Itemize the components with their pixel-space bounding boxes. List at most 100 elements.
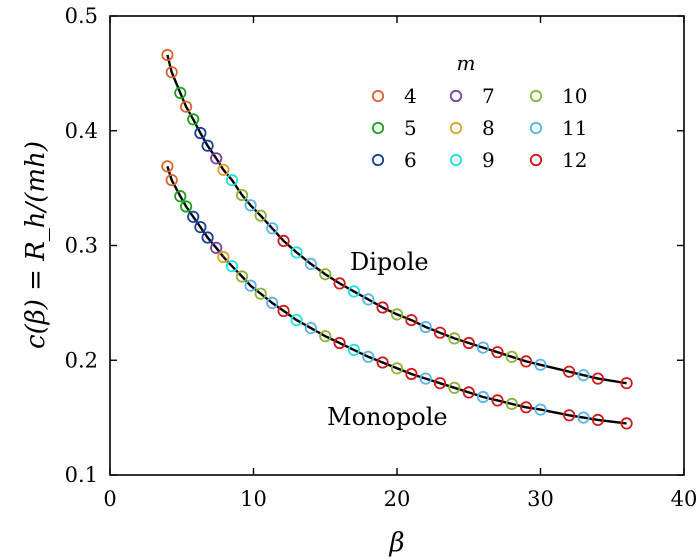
legend-title: m bbox=[457, 51, 476, 75]
annotation-dipole: Dipole bbox=[350, 248, 429, 276]
data-point-monopole bbox=[419, 372, 432, 385]
legend: m 4 5 6 7 8 9 10 11 12 bbox=[371, 51, 587, 172]
data-point-monopole bbox=[217, 250, 230, 264]
data-point-monopole bbox=[534, 403, 547, 416]
data-point-dipole bbox=[534, 358, 547, 371]
data-point-dipole bbox=[519, 355, 533, 368]
data-point-dipole bbox=[174, 86, 187, 100]
x-tick-label: 10 bbox=[240, 487, 267, 511]
annotation-monopole: Monopole bbox=[327, 403, 448, 431]
y-tick-label: 0.4 bbox=[65, 119, 98, 143]
data-point-dipole bbox=[347, 285, 360, 298]
legend-marker bbox=[529, 153, 543, 167]
data-point-monopole bbox=[390, 362, 404, 375]
data-point-monopole bbox=[563, 409, 576, 422]
legend-label: 8 bbox=[482, 116, 495, 140]
x-tick-label: 40 bbox=[671, 487, 698, 511]
data-point-monopole bbox=[433, 377, 447, 390]
data-point-dipole bbox=[448, 332, 461, 345]
data-point-dipole bbox=[210, 152, 223, 165]
data-point-monopole bbox=[174, 190, 187, 203]
legend-label: 6 bbox=[404, 148, 417, 172]
data-point-monopole bbox=[476, 390, 490, 404]
data-point-monopole bbox=[290, 313, 303, 327]
data-point-dipole bbox=[362, 293, 375, 306]
data-point-monopole bbox=[235, 270, 249, 283]
data-point-dipole bbox=[254, 209, 267, 222]
x-tick-labels: 0 10 20 30 40 bbox=[103, 487, 697, 511]
legend-label: 11 bbox=[562, 116, 587, 140]
data-point-monopole bbox=[505, 397, 518, 410]
data-point-monopole bbox=[462, 386, 475, 399]
data-point-monopole bbox=[405, 367, 418, 381]
fit-line-monopole bbox=[166, 165, 627, 425]
data-point-monopole bbox=[201, 231, 214, 244]
data-point-monopole bbox=[304, 321, 317, 335]
data-point-dipole bbox=[419, 320, 432, 334]
legend-marker bbox=[529, 89, 543, 103]
data-point-dipole bbox=[180, 100, 193, 113]
data-point-dipole bbox=[217, 163, 230, 176]
legend-marker bbox=[371, 121, 385, 135]
axis-ticks bbox=[109, 15, 685, 476]
data-point-monopole bbox=[347, 343, 360, 356]
data-point-dipole bbox=[577, 369, 590, 382]
y-tick-label: 0.1 bbox=[65, 463, 98, 487]
data-point-dipole bbox=[194, 126, 207, 140]
data-point-monopole bbox=[376, 356, 389, 369]
data-point-dipole bbox=[161, 48, 174, 62]
y-axis-label: c(β) = R_h/(mh) bbox=[21, 141, 51, 349]
data-point-monopole bbox=[277, 304, 290, 317]
data-point-monopole bbox=[194, 221, 207, 234]
data-point-monopole bbox=[577, 411, 590, 424]
legend-label: 5 bbox=[404, 116, 417, 140]
legend-marker bbox=[449, 121, 463, 135]
data-point-dipole bbox=[505, 350, 518, 363]
legend-marker bbox=[449, 89, 463, 103]
data-point-dipole bbox=[333, 277, 346, 290]
data-point-dipole bbox=[591, 372, 605, 385]
x-tick-label: 0 bbox=[103, 487, 116, 511]
fit-lines bbox=[166, 54, 627, 425]
legend-label: 10 bbox=[562, 84, 587, 108]
data-point-dipole bbox=[165, 66, 178, 79]
data-point-monopole bbox=[187, 210, 200, 223]
data-point-monopole bbox=[161, 160, 174, 173]
data-point-monopole bbox=[210, 241, 223, 254]
data-markers bbox=[161, 48, 633, 430]
data-point-dipole bbox=[433, 326, 447, 339]
data-point-monopole bbox=[266, 296, 279, 309]
data-point-monopole bbox=[491, 394, 504, 407]
data-point-dipole bbox=[235, 188, 249, 202]
y-tick-label: 0.3 bbox=[65, 234, 98, 258]
data-point-monopole bbox=[362, 350, 375, 363]
data-point-monopole bbox=[165, 174, 178, 187]
data-point-monopole bbox=[319, 330, 332, 343]
data-point-monopole bbox=[448, 381, 461, 394]
legend-marker bbox=[371, 153, 385, 167]
x-tick-label: 30 bbox=[527, 487, 554, 511]
data-point-dipole bbox=[225, 174, 239, 187]
legend-label: 12 bbox=[562, 148, 587, 172]
data-point-monopole bbox=[591, 413, 605, 426]
data-point-dipole bbox=[491, 346, 504, 359]
data-point-dipole bbox=[563, 365, 576, 378]
data-point-dipole bbox=[405, 313, 418, 327]
data-point-dipole bbox=[376, 301, 389, 314]
y-tick-label: 0.2 bbox=[65, 348, 98, 372]
data-point-dipole bbox=[266, 222, 279, 235]
data-point-dipole bbox=[476, 341, 490, 354]
data-point-monopole bbox=[180, 200, 193, 213]
data-point-monopole bbox=[333, 336, 346, 350]
data-point-monopole bbox=[620, 417, 633, 430]
data-point-dipole bbox=[290, 246, 303, 259]
data-point-monopole bbox=[225, 260, 239, 273]
legend-label: 9 bbox=[482, 148, 495, 172]
data-point-dipole bbox=[390, 308, 404, 321]
data-point-dipole bbox=[304, 257, 317, 270]
fit-line-dipole bbox=[166, 54, 627, 385]
legend-marker bbox=[529, 121, 543, 135]
data-point-dipole bbox=[244, 199, 257, 212]
data-point-dipole bbox=[462, 336, 475, 350]
